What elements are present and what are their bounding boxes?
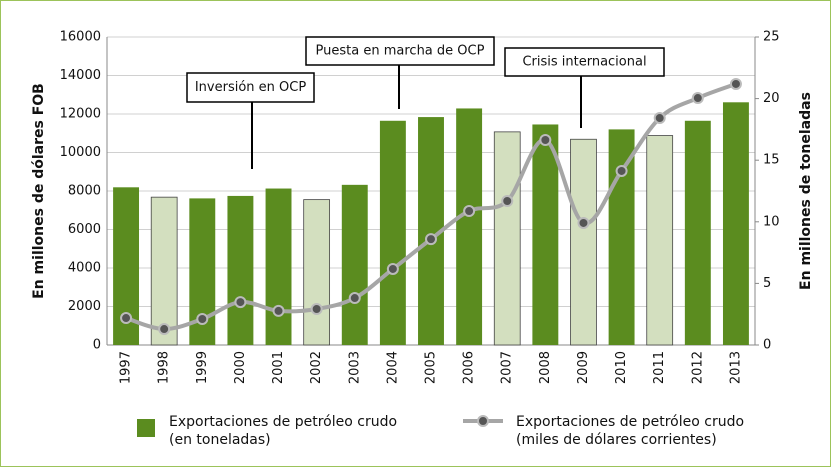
bar xyxy=(379,120,406,345)
y-tick-label: 0 xyxy=(93,338,101,353)
annotation: Inversión en OCP xyxy=(195,80,306,95)
line-marker xyxy=(196,313,209,326)
x-tick-label: 2007 xyxy=(500,351,515,384)
y-tick-label: 12000 xyxy=(60,107,101,122)
x-tick-label: 2004 xyxy=(385,351,400,384)
x-tick-label: 2005 xyxy=(424,351,439,384)
x-tick-label: 2002 xyxy=(309,351,324,384)
x-tick-label: 1997 xyxy=(119,351,134,384)
x-tick-label: 2003 xyxy=(347,351,362,384)
line-marker xyxy=(577,216,590,229)
annotation-box xyxy=(305,36,495,66)
line-marker xyxy=(729,77,742,90)
x-tick-label: 2012 xyxy=(690,351,705,384)
y-tick-label: 6000 xyxy=(68,222,101,237)
y2-tick-label: 5 xyxy=(763,276,771,291)
annotation-box xyxy=(186,72,315,103)
line-marker xyxy=(272,304,285,317)
x-tick-label: 1998 xyxy=(157,351,172,384)
bar xyxy=(493,131,521,346)
y2-tick-label: 20 xyxy=(763,91,780,106)
x-tick-label: 2009 xyxy=(576,351,591,384)
legend-label: Exportaciones de petróleo crudo (en tone… xyxy=(169,414,398,448)
line-marker xyxy=(463,205,476,218)
y-tick-label: 16000 xyxy=(60,30,101,45)
x-tick-label: 2001 xyxy=(271,351,286,384)
x-tick-label: 2010 xyxy=(614,351,629,384)
bar xyxy=(456,108,483,346)
line-marker xyxy=(691,92,704,105)
x-tick-label: 2011 xyxy=(652,351,667,384)
bar xyxy=(722,102,749,346)
y-tick-label: 10000 xyxy=(60,145,101,160)
bar xyxy=(532,124,559,345)
bar xyxy=(265,188,292,345)
line-marker xyxy=(425,233,437,246)
annotation-box xyxy=(504,47,665,77)
y2-tick-label: 10 xyxy=(763,214,780,229)
line-marker xyxy=(120,312,133,325)
y-tick-label: 4000 xyxy=(68,261,101,276)
bar xyxy=(608,129,635,345)
y2-tick-label: 0 xyxy=(763,338,771,353)
x-tick-label: 1999 xyxy=(195,351,210,384)
bar xyxy=(227,195,254,345)
line-marker xyxy=(501,195,514,208)
annotation: Crisis internacional xyxy=(522,55,646,70)
y-axis-label: En millones de dólares FOB xyxy=(31,83,47,299)
x-tick-label: 2006 xyxy=(462,351,477,384)
line-marker xyxy=(653,112,666,125)
y2-axis-label: En millones de toneladas xyxy=(798,92,814,290)
y-tick-label: 8000 xyxy=(68,184,101,199)
legend-label: Exportaciones de petróleo crudo (miles d… xyxy=(516,414,745,448)
y2-tick-label: 25 xyxy=(763,30,780,45)
x-tick-label: 2000 xyxy=(233,351,248,384)
legend-marker xyxy=(477,415,489,427)
bar xyxy=(303,199,331,346)
x-tick-label: 2008 xyxy=(538,351,553,384)
line-marker xyxy=(348,292,361,305)
bar xyxy=(341,184,368,345)
bar xyxy=(684,120,711,345)
line-marker xyxy=(386,262,399,275)
line-marker xyxy=(615,164,628,177)
bar xyxy=(646,135,674,346)
bar xyxy=(570,138,597,346)
y2-tick-label: 15 xyxy=(763,153,780,168)
line-marker xyxy=(158,323,171,336)
line-marker xyxy=(234,296,247,309)
legend-swatch xyxy=(137,419,155,437)
bar xyxy=(150,196,178,346)
y-tick-label: 14000 xyxy=(60,68,101,83)
annotation: Puesta en marcha de OCP xyxy=(316,44,485,59)
line-marker xyxy=(310,303,323,316)
line-marker xyxy=(539,133,552,146)
x-tick-label: 2013 xyxy=(728,351,743,384)
y-tick-label: 2000 xyxy=(68,299,101,314)
